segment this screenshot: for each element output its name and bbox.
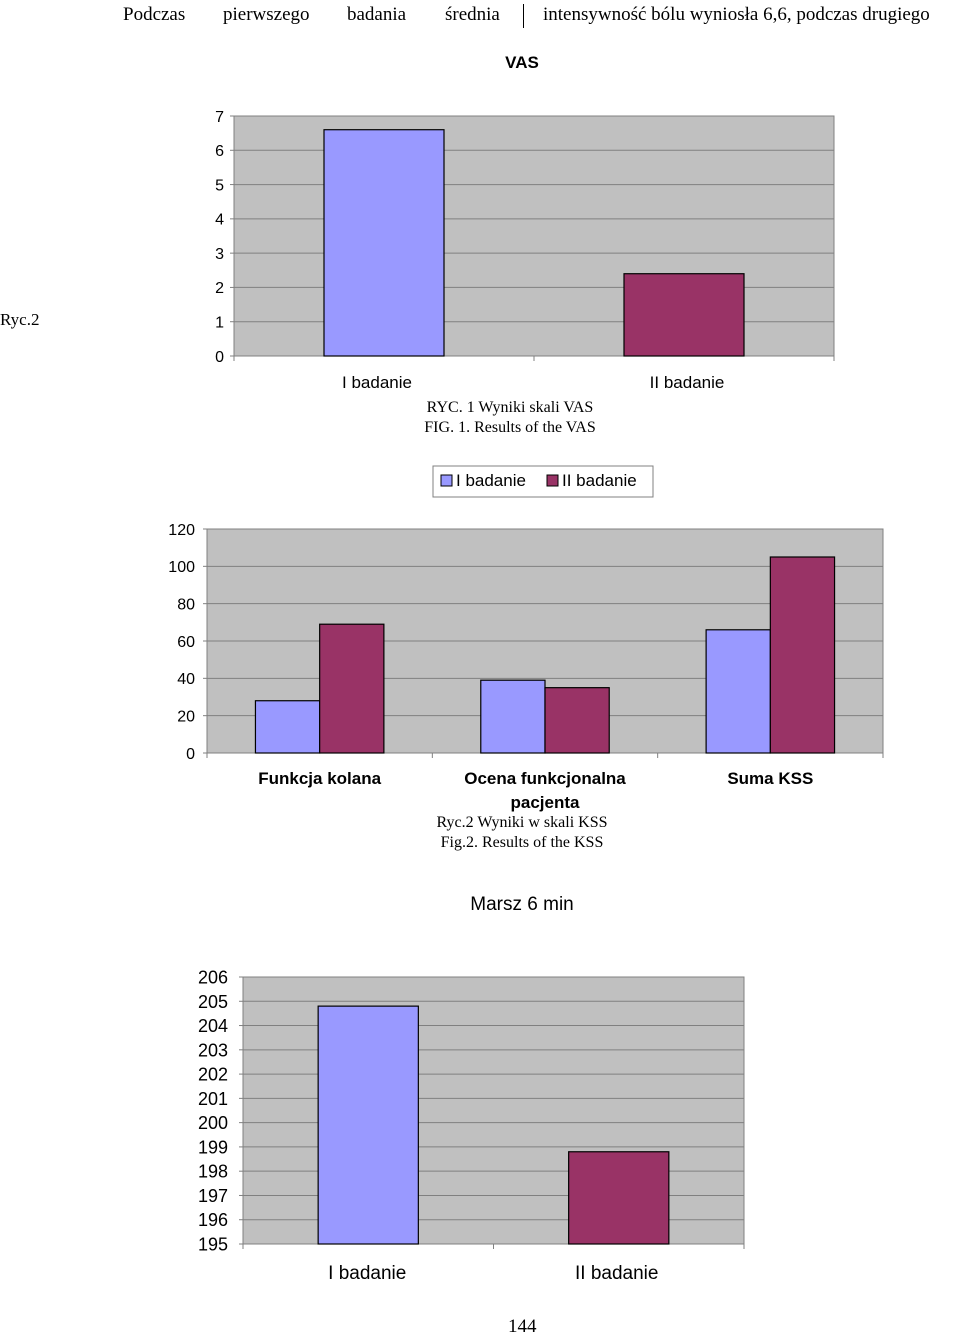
marsz-y-tick-label: 205 [198, 992, 228, 1012]
kss-category-label: Ocena funkcjonalna [464, 769, 626, 788]
marsz-bar-2 [568, 1151, 670, 1245]
kss-caption-1: Ryc.2 Wyniki w skali KSS [436, 814, 608, 831]
vas-y-tick-label: 7 [215, 109, 224, 126]
kss-y-tick-label: 60 [177, 634, 195, 651]
kss-category-label: pacjenta [511, 793, 581, 812]
kss-bar-1-s1 [254, 700, 321, 754]
marsz-y-tick-label: 204 [198, 1016, 228, 1036]
vas-y-tick-label: 4 [215, 212, 224, 229]
marsz-bar-1 [317, 1005, 419, 1245]
kss-bar-2-s1 [480, 679, 546, 754]
kss-category-label: Suma KSS [727, 769, 813, 788]
kss-legend-swatch-1 [440, 474, 453, 487]
marsz-category-label: I badanie [328, 1263, 406, 1284]
vas-category-label: II badanie [650, 373, 725, 392]
marsz-y-tick-label: 203 [198, 1040, 228, 1060]
kss-legend [432, 465, 654, 498]
page-number: 144 [508, 1316, 537, 1337]
marsz-y-tick-label: 201 [198, 1089, 228, 1109]
vas-bar-2 [623, 273, 745, 357]
marsz-y-tick-label: 202 [198, 1065, 228, 1085]
kss-y-tick-label: 40 [177, 671, 195, 688]
vas-title: VAS [505, 53, 539, 72]
kss-legend-label-2: II badanie [562, 471, 637, 490]
kss-legend-swatch-2 [546, 474, 559, 487]
marsz-title: Marsz 6 min [470, 894, 573, 915]
marsz-y-tick-label: 206 [198, 967, 228, 987]
text-cursor [523, 4, 524, 28]
marsz-y-tick-label: 200 [198, 1113, 228, 1133]
kss-bar-1-s2 [319, 623, 385, 754]
kss-caption-2: Fig.2. Results of the KSS [440, 834, 604, 851]
vas-y-tick-label: 1 [215, 314, 224, 331]
vas-y-tick-label: 3 [215, 246, 224, 263]
header-word-2: pierwszego [223, 4, 310, 25]
kss-y-tick-label: 100 [168, 559, 195, 576]
marsz-category-label: II badanie [575, 1263, 658, 1284]
vas-caption-2: FIG. 1. Results of the VAS [424, 419, 596, 436]
header-rest: intensywność bólu wyniosła 6,6, podczas … [543, 4, 930, 25]
marsz-y-tick-label: 197 [198, 1186, 228, 1206]
kss-bar-2-s2 [544, 687, 610, 754]
marsz-y-tick-label: 199 [198, 1137, 228, 1157]
kss-y-tick-label: 80 [177, 596, 195, 613]
vas-y-tick-label: 0 [215, 349, 224, 366]
vas-y-tick-label: 6 [215, 143, 224, 160]
marsz-y-tick-label: 195 [198, 1234, 228, 1254]
header-word-1: Podczas [123, 4, 186, 25]
kss-bar-3-s2 [769, 556, 836, 754]
vas-category-label: I badanie [342, 373, 412, 392]
side-label: Ryc.2 [0, 310, 40, 329]
marsz-y-tick-label: 196 [198, 1210, 228, 1230]
header-word-4: średnia [445, 4, 500, 25]
vas-bar-1 [323, 129, 445, 357]
kss-y-tick-label: 20 [177, 708, 195, 725]
vas-y-tick-label: 5 [215, 177, 224, 194]
kss-y-tick-label: 120 [168, 522, 195, 539]
kss-legend-label-1: I badanie [456, 471, 526, 490]
kss-category-label: Funkcja kolana [258, 769, 381, 788]
kss-bar-3-s1 [705, 629, 771, 754]
header-line: Podczas pierwszego badania średnia inten… [0, 4, 960, 28]
vas-y-tick-label: 2 [215, 280, 224, 297]
header-word-3: badania [347, 4, 407, 25]
marsz-y-tick-label: 198 [198, 1162, 228, 1182]
vas-caption-1: RYC. 1 Wyniki skali VAS [426, 399, 594, 416]
kss-y-tick-label: 0 [186, 746, 195, 763]
